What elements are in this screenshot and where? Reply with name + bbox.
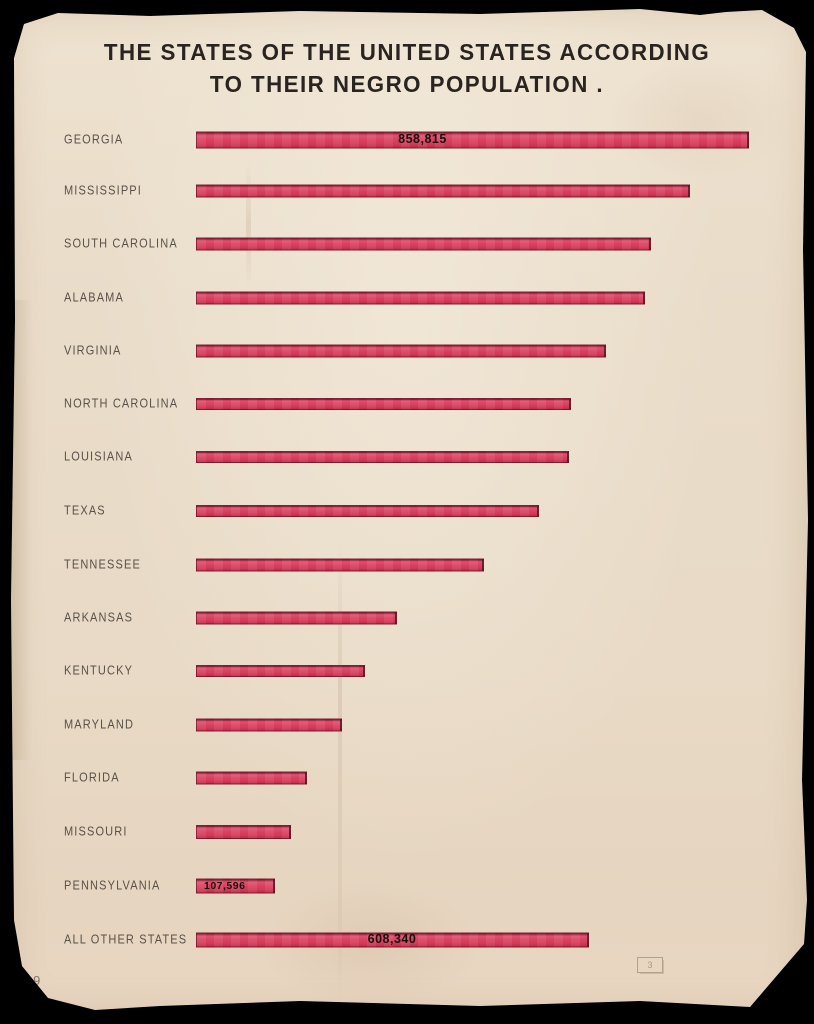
- population-bar: [196, 611, 397, 625]
- population-bar: [196, 344, 606, 358]
- state-label: MISSOURI: [64, 824, 128, 839]
- state-label: VIRGINIA: [64, 343, 122, 358]
- chart-title-line1: THE STATES OF THE UNITED STATES ACCORDIN…: [103, 39, 711, 65]
- population-bar: [196, 237, 651, 251]
- state-label: TEXAS: [64, 503, 106, 518]
- state-label: SOUTH CAROLINA: [64, 237, 178, 252]
- chart-title-line2: TO THEIR NEGRO POPULATION .: [209, 71, 605, 97]
- population-bar: [196, 718, 342, 732]
- population-bar: [196, 184, 690, 198]
- state-label: ALL OTHER STATES: [64, 932, 188, 947]
- state-label: KENTUCKY: [64, 663, 134, 678]
- state-label: PENNSYLVANIA: [64, 878, 161, 893]
- pencil-catalog-mark: 3: [637, 957, 663, 973]
- population-bar: [196, 771, 307, 785]
- population-bar: [196, 665, 365, 677]
- chart-title: THE STATES OF THE UNITED STATES ACCORDIN…: [11, 36, 808, 100]
- population-bar: [196, 291, 645, 305]
- state-label: ARKANSAS: [64, 610, 134, 625]
- state-label: ALABAMA: [64, 290, 124, 305]
- state-label: MARYLAND: [64, 717, 135, 732]
- bar-value-label: 608,340: [367, 931, 417, 946]
- state-label: GEORGIA: [64, 132, 124, 147]
- state-label: NORTH CAROLINA: [64, 396, 179, 411]
- state-label: FLORIDA: [64, 771, 120, 786]
- population-bar: [196, 451, 569, 464]
- state-label: TENNESSEE: [64, 557, 141, 572]
- bar-value-label: 107,596: [204, 879, 246, 892]
- state-label: LOUISIANA: [64, 450, 133, 465]
- population-bar: [196, 558, 484, 572]
- state-label: MISSISSIPPI: [64, 183, 143, 198]
- population-bar: [196, 398, 571, 410]
- population-bar: 608,340: [196, 932, 589, 947]
- population-bar: [196, 825, 291, 840]
- population-bar: [196, 504, 539, 517]
- population-bar: 858,815: [196, 131, 749, 148]
- population-bar: 107,596: [196, 878, 275, 894]
- pencil-page-number: 9: [32, 972, 41, 989]
- bar-value-label: 858,815: [398, 131, 447, 146]
